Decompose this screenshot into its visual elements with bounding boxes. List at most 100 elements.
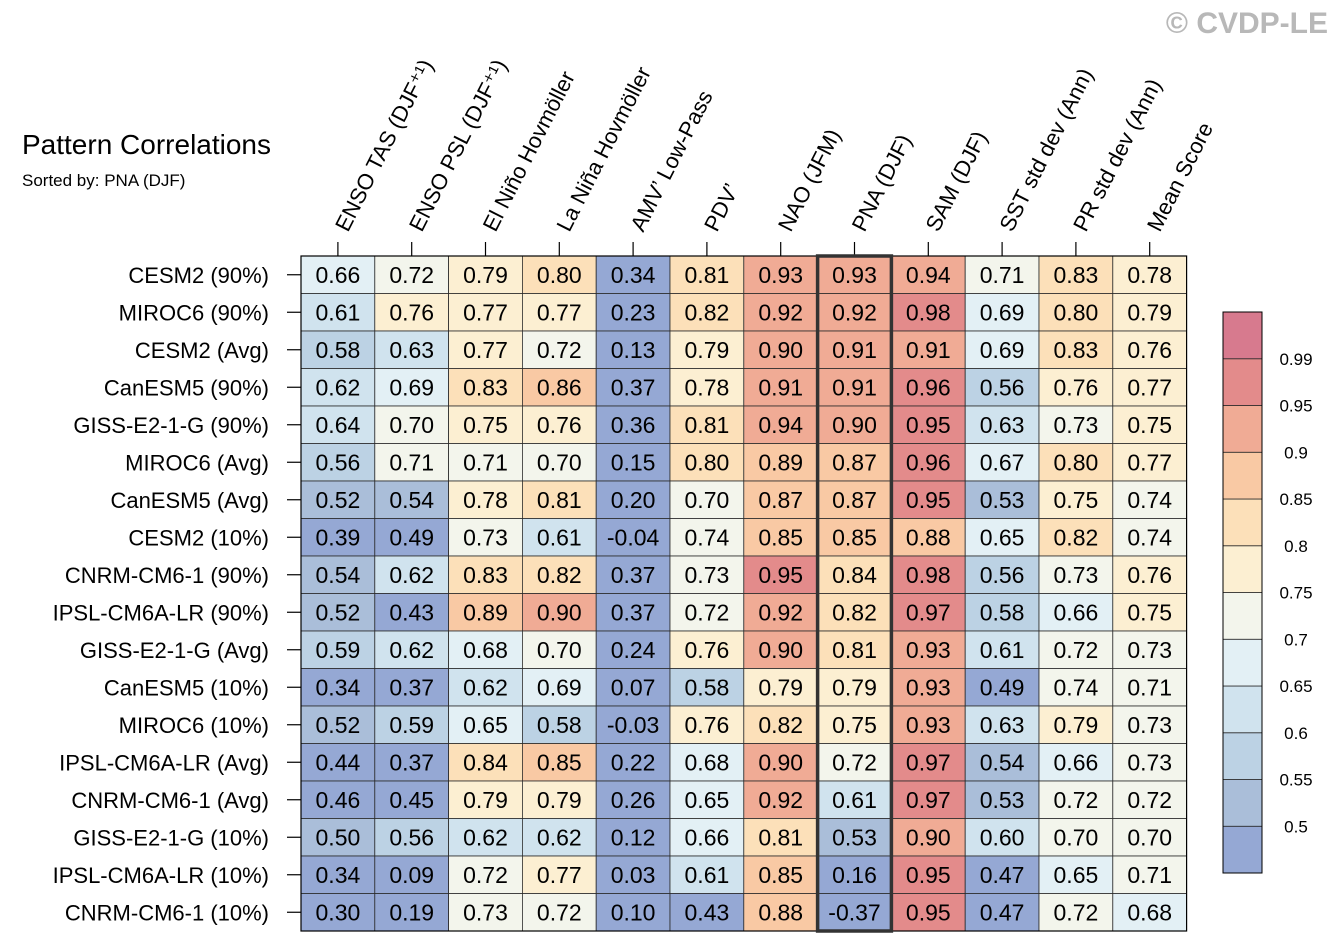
cell-value: 0.66 — [685, 824, 730, 850]
heatmap-cell — [1112, 893, 1188, 932]
cell-value: 0.62 — [463, 824, 508, 850]
cell-value: 0.61 — [316, 299, 361, 325]
cell-value: 0.85 — [758, 862, 803, 888]
cell-value: 0.74 — [685, 524, 730, 550]
colorbar-border — [1222, 311, 1263, 874]
cell-value: 0.98 — [906, 562, 951, 588]
cell-value: 0.36 — [611, 412, 656, 438]
heatmap-cell — [374, 405, 449, 444]
cell-value: 0.87 — [758, 487, 803, 513]
cell-value: 0.91 — [758, 374, 803, 400]
cell-value: 0.70 — [1054, 824, 1099, 850]
heatmap-cell — [1112, 293, 1188, 332]
cell-value: 0.79 — [463, 787, 508, 813]
cell-value: 0.70 — [389, 412, 434, 438]
cell-value: 0.68 — [463, 637, 508, 663]
heatmap-cell — [1112, 443, 1188, 482]
heatmap-cell — [300, 518, 376, 557]
cell-value: 0.97 — [906, 599, 951, 625]
cell-value: 0.72 — [1127, 787, 1172, 813]
heatmap-cell — [669, 593, 745, 632]
colorbar-box — [1222, 592, 1263, 640]
heatmap-cell — [891, 780, 966, 819]
cell-value: 0.12 — [611, 824, 656, 850]
cell-value: 0.76 — [685, 712, 730, 738]
cell-value: 0.83 — [463, 562, 508, 588]
heatmap-cell — [1112, 330, 1188, 369]
cell-value: 0.75 — [463, 412, 508, 438]
heatmap-cell — [743, 593, 818, 632]
heatmap-cell — [743, 555, 818, 594]
cell-value: 0.91 — [832, 337, 877, 363]
heatmap-cell — [817, 668, 892, 707]
heatmap-cell — [669, 705, 745, 744]
heatmap-cell — [595, 255, 671, 294]
heatmap-cell — [669, 743, 745, 782]
heatmap-cell — [300, 293, 376, 332]
cell-value: 0.88 — [906, 524, 951, 550]
heatmap-cell — [1112, 705, 1188, 744]
heatmap-cell — [522, 630, 597, 669]
cell-value: 0.61 — [537, 524, 582, 550]
cell-value: 0.49 — [980, 674, 1025, 700]
cell-value: 0.37 — [611, 599, 656, 625]
heatmap-cell — [595, 368, 671, 407]
chart-title: Pattern Correlations — [22, 129, 271, 160]
cell-value: 0.73 — [1054, 562, 1099, 588]
cell-value: 0.62 — [389, 562, 434, 588]
heatmap-cells: 0.66 0.72 0.79 0.80 0.34 0.81 0.93 0.93 0.94 0.71… — [300, 255, 1188, 932]
cell-value: 0.62 — [316, 374, 361, 400]
heatmap-cell — [817, 555, 892, 594]
row-label-ipsl-cm6a-lr-10: IPSL-CM6A-LR (10%) — [53, 863, 269, 888]
cell-value: 0.54 — [980, 749, 1025, 775]
heatmap-cell — [522, 480, 597, 519]
cell-value: 0.93 — [832, 262, 877, 288]
colorbar-box — [1222, 779, 1263, 827]
cell-value: 0.89 — [463, 599, 508, 625]
cell-value: 0.74 — [1054, 674, 1099, 700]
cell-value: 0.56 — [980, 374, 1025, 400]
cell-value: 0.13 — [611, 337, 656, 363]
heatmap-cell — [595, 893, 671, 932]
colorbar-box — [1222, 825, 1263, 874]
heatmap-cell — [522, 368, 597, 407]
row-label-cnrm-cm6-1-90: CNRM-CM6-1 (90%) — [65, 563, 269, 588]
heatmap-cell — [300, 705, 376, 744]
heatmap-cell — [669, 780, 745, 819]
cell-value: 0.71 — [1127, 862, 1172, 888]
row-label-miroc6-90: MIROC6 (90%) — [119, 300, 269, 325]
cell-value: 0.60 — [980, 824, 1025, 850]
row-label-cnrm-cm6-1-avg: CNRM-CM6-1 (Avg) — [71, 788, 269, 813]
heatmap-cell — [448, 630, 523, 669]
row-label-miroc6-avg: MIROC6 (Avg) — [125, 450, 269, 475]
heatmap-cell — [891, 593, 966, 632]
cell-value: 0.78 — [685, 374, 730, 400]
cell-value: 0.65 — [685, 787, 730, 813]
cell-value: 0.74 — [1127, 487, 1172, 513]
colorbar-label: 0.85 — [1279, 490, 1312, 509]
cell-value: 0.07 — [611, 674, 656, 700]
heatmap-cell — [743, 518, 818, 557]
heatmap-cell — [448, 780, 523, 819]
cell-value: 0.61 — [980, 637, 1025, 663]
cell-value: 0.73 — [1127, 712, 1172, 738]
cell-value: 0.61 — [832, 787, 877, 813]
row-label-canesm5-avg: CanESM5 (Avg) — [110, 488, 269, 513]
cell-value: 0.75 — [1127, 599, 1172, 625]
heatmap-cell — [1038, 443, 1114, 482]
cell-value: 0.90 — [537, 599, 582, 625]
heatmap-cell — [374, 480, 449, 519]
heatmap-cell — [817, 593, 892, 632]
row-labels: CESM2 (90%) MIROC6 (90%) CESM2 (Avg) CanESM… — [53, 263, 269, 926]
cell-value: 0.96 — [906, 449, 951, 475]
cell-value: 0.37 — [389, 674, 434, 700]
cell-value: -0.04 — [607, 524, 660, 550]
heatmap-cell — [595, 743, 671, 782]
cell-value: 0.79 — [463, 262, 508, 288]
cell-value: 0.73 — [685, 562, 730, 588]
heatmap-cell — [595, 293, 671, 332]
cell-value: 0.82 — [758, 712, 803, 738]
cell-value: 0.87 — [832, 487, 877, 513]
highlight-column-outline — [815, 254, 894, 933]
heatmap-cell — [374, 818, 449, 857]
